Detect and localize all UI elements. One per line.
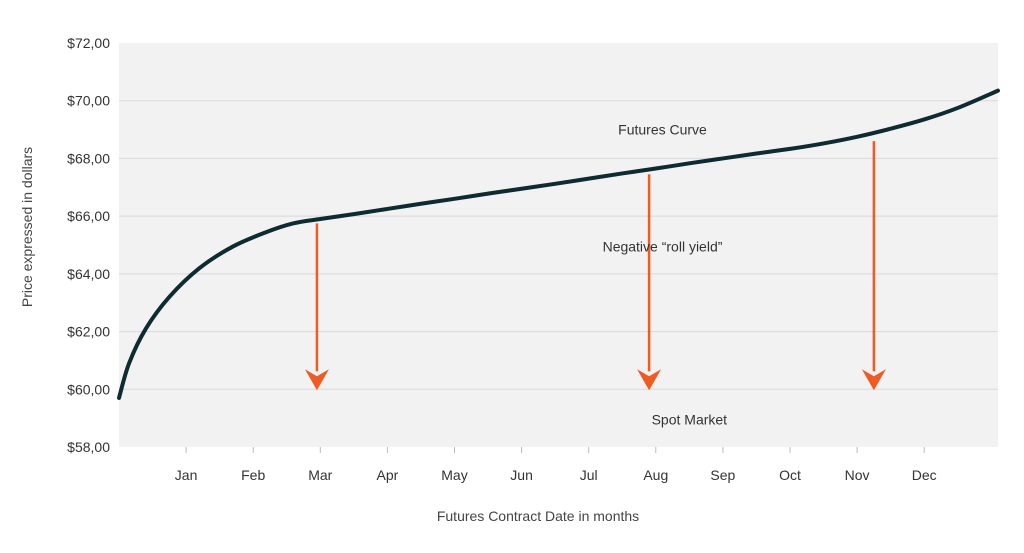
x-tick-label: Jul [580,467,598,483]
x-tick-label: May [441,467,467,483]
futures-curve-line [117,88,1000,400]
x-tick-marks [185,447,925,453]
arrow-head [861,369,886,391]
y-tick-label: $62,00 [67,324,110,340]
x-tick-label: Apr [376,467,398,483]
x-axis-title: Futures Contract Date in months [437,508,639,524]
x-tick-label: Aug [643,467,668,483]
plot-background [119,43,998,447]
y-tick-label: $68,00 [67,150,110,166]
y-tick-label: $60,00 [67,381,110,397]
grid-lines [119,100,998,390]
arrow-head [304,369,329,391]
chart-annotation: Futures Curve [618,122,707,138]
arrow-head [637,369,662,391]
x-tick-label: Nov [845,467,870,483]
y-tick-label: $58,00 [67,439,110,455]
roll-yield-arrow [304,223,329,391]
y-tick-label: $70,00 [67,93,110,109]
y-tick-label: $66,00 [67,208,110,224]
chart-annotation: Negative “roll yield” [603,238,723,254]
x-tick-label: Dec [912,467,937,483]
roll-yield-arrow [861,141,886,391]
x-tick-label: Jan [175,467,198,483]
x-tick-label: Jun [510,467,533,483]
y-axis-title: Price expressed in dollars [19,147,35,307]
y-tick-label: $72,00 [67,35,110,51]
x-tick-label: Oct [779,467,801,483]
x-tick-label: Sep [710,467,735,483]
x-tick-labels: Jan Feb Mar Apr May Jun Jul Aug Sep Oct Nov Dec [175,467,937,483]
y-tick-label: $64,00 [67,266,110,282]
chart-annotation: Spot Market [652,412,728,428]
annotations: Futures Curve Negative “roll yield” Spot M… [603,122,728,428]
y-tick-labels: $58,00 $60,00 $62,00 $64,00 $66,00 $68,00 $70,… [67,35,110,455]
roll-yield-arrows [304,141,886,391]
x-tick-label: Mar [308,467,332,483]
x-tick-label: Feb [241,467,265,483]
roll-yield-arrow [637,174,662,391]
